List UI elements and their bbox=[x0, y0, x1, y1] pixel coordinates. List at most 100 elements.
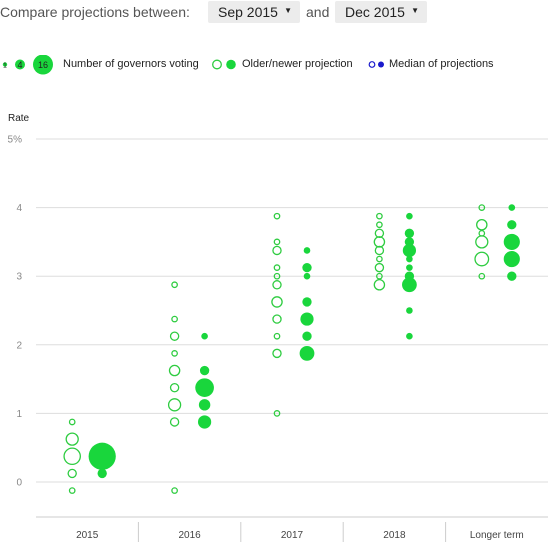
older-projection-dot bbox=[65, 432, 79, 446]
x-tick-label: Longer term bbox=[470, 530, 524, 541]
older-projection-dot bbox=[171, 281, 178, 289]
newer-projection-dot bbox=[404, 228, 415, 238]
y-tick-labels: 0 1 2 3 4 5% bbox=[8, 135, 23, 489]
newer-projection-dot bbox=[503, 233, 520, 250]
legend-median-label: Median of projections bbox=[389, 58, 494, 70]
legend-newer-dot bbox=[226, 59, 236, 70]
y-axis-label: Rate bbox=[8, 113, 30, 124]
x-tick-label: 2017 bbox=[281, 530, 304, 541]
legend-size-1-dot bbox=[2, 62, 8, 67]
newer-projection-dot bbox=[299, 345, 315, 361]
older-projection-dot bbox=[478, 204, 486, 211]
newer-projection-dot bbox=[300, 312, 314, 326]
older-projection-dot bbox=[63, 447, 81, 466]
older-projection-dot bbox=[376, 255, 383, 263]
older-projection-dot bbox=[273, 332, 281, 340]
older-projection-dot bbox=[272, 314, 282, 324]
from-projection-select[interactable]: Sep 2015 ▼ bbox=[208, 1, 300, 23]
y-tick-label: 0 bbox=[16, 478, 22, 489]
newer-projection-dot bbox=[404, 271, 415, 281]
newer-projection-dot bbox=[404, 237, 415, 247]
older-projection-dot bbox=[68, 418, 76, 426]
newer-projection-dot bbox=[195, 378, 214, 398]
newer-projection-dot bbox=[201, 332, 208, 340]
older-projection-dot bbox=[374, 262, 385, 273]
older-projection-dot bbox=[374, 245, 385, 256]
y-tick-label: 5% bbox=[8, 135, 23, 146]
older-projection-dot bbox=[474, 251, 490, 267]
legend-size-16-text: 16 bbox=[38, 60, 48, 70]
legend-older-dot bbox=[212, 59, 222, 70]
newer-projection-dot bbox=[406, 255, 413, 263]
newer-projection-dot bbox=[198, 415, 212, 429]
newer-projection-dot bbox=[303, 272, 311, 280]
newer-projection-dot bbox=[88, 442, 116, 470]
from-projection-value: Sep 2015 bbox=[218, 4, 278, 20]
compare-label: Compare projections between: bbox=[0, 4, 190, 20]
newer-projection-dot bbox=[302, 297, 312, 307]
older-projection-dot bbox=[376, 272, 383, 280]
older-projection-dot bbox=[171, 487, 178, 494]
legend-median-older-dot bbox=[368, 61, 376, 68]
and-label: and bbox=[306, 4, 330, 20]
newer-projection-dot bbox=[406, 332, 413, 340]
older-projection-dot bbox=[273, 410, 281, 417]
x-axis: 2015 2016 2017 2018 Longer term bbox=[36, 516, 548, 542]
older-projection-dot bbox=[273, 212, 281, 220]
x-tick-label: 2018 bbox=[383, 530, 406, 541]
y-tick-label: 1 bbox=[16, 409, 22, 420]
older-projection-dot bbox=[272, 245, 282, 256]
x-tick-label: 2016 bbox=[178, 530, 201, 541]
legend-median-newer-dot bbox=[378, 61, 384, 68]
newer-projection-dot bbox=[402, 277, 417, 293]
older-projection-dot bbox=[273, 272, 281, 280]
legend-size-1-text: 1 bbox=[3, 63, 7, 70]
older-projection-dot bbox=[373, 236, 386, 248]
older-projection-dot bbox=[273, 264, 281, 271]
newer-projection-dot bbox=[302, 262, 312, 273]
older-projection-dot bbox=[272, 348, 282, 359]
newer-projection-dot bbox=[402, 243, 416, 258]
projection-dots bbox=[63, 204, 520, 494]
older-projection-dot bbox=[374, 228, 385, 239]
older-projection-dot bbox=[169, 382, 180, 393]
y-tick-label: 4 bbox=[16, 203, 22, 214]
chevron-down-icon: ▼ bbox=[284, 6, 292, 15]
older-projection-dot bbox=[171, 315, 178, 323]
legend-size-16-dot bbox=[33, 55, 53, 75]
older-projection-dot bbox=[168, 364, 181, 377]
older-projection-dot bbox=[376, 221, 383, 229]
newer-projection-dot bbox=[303, 247, 311, 254]
older-projection-dot bbox=[272, 280, 282, 290]
newer-projection-dot bbox=[406, 212, 413, 220]
older-projection-dot bbox=[68, 487, 76, 494]
newer-projection-dot bbox=[406, 307, 413, 314]
chevron-down-icon: ▼ bbox=[411, 6, 419, 15]
y-tick-label: 3 bbox=[16, 272, 22, 283]
older-projection-dot bbox=[167, 398, 182, 412]
newer-projection-dot bbox=[503, 250, 520, 268]
to-projection-select[interactable]: Dec 2015 ▼ bbox=[335, 1, 427, 23]
older-projection-dot bbox=[67, 468, 77, 479]
newer-projection-dot bbox=[302, 331, 312, 341]
newer-projection-dot bbox=[199, 365, 210, 376]
older-projection-dot bbox=[373, 279, 386, 291]
newer-projection-dot bbox=[507, 271, 517, 281]
newer-projection-dot bbox=[97, 468, 107, 479]
older-projection-dot bbox=[169, 331, 180, 341]
newer-projection-dot bbox=[406, 264, 413, 271]
older-projection-dot bbox=[476, 218, 488, 231]
older-projection-dot bbox=[478, 229, 486, 237]
to-projection-value: Dec 2015 bbox=[345, 4, 405, 20]
y-tick-label: 2 bbox=[16, 340, 22, 351]
gridlines bbox=[36, 138, 548, 483]
older-projection-dot bbox=[171, 350, 178, 357]
newer-projection-dot bbox=[198, 399, 211, 411]
older-projection-dot bbox=[376, 212, 383, 220]
older-projection-dot bbox=[271, 296, 283, 308]
legend-symbols: 1 4 16 bbox=[2, 55, 384, 75]
older-projection-dot bbox=[273, 238, 281, 246]
legend-older-newer-label: Older/newer projection bbox=[242, 58, 353, 70]
older-projection-dot bbox=[478, 272, 486, 280]
